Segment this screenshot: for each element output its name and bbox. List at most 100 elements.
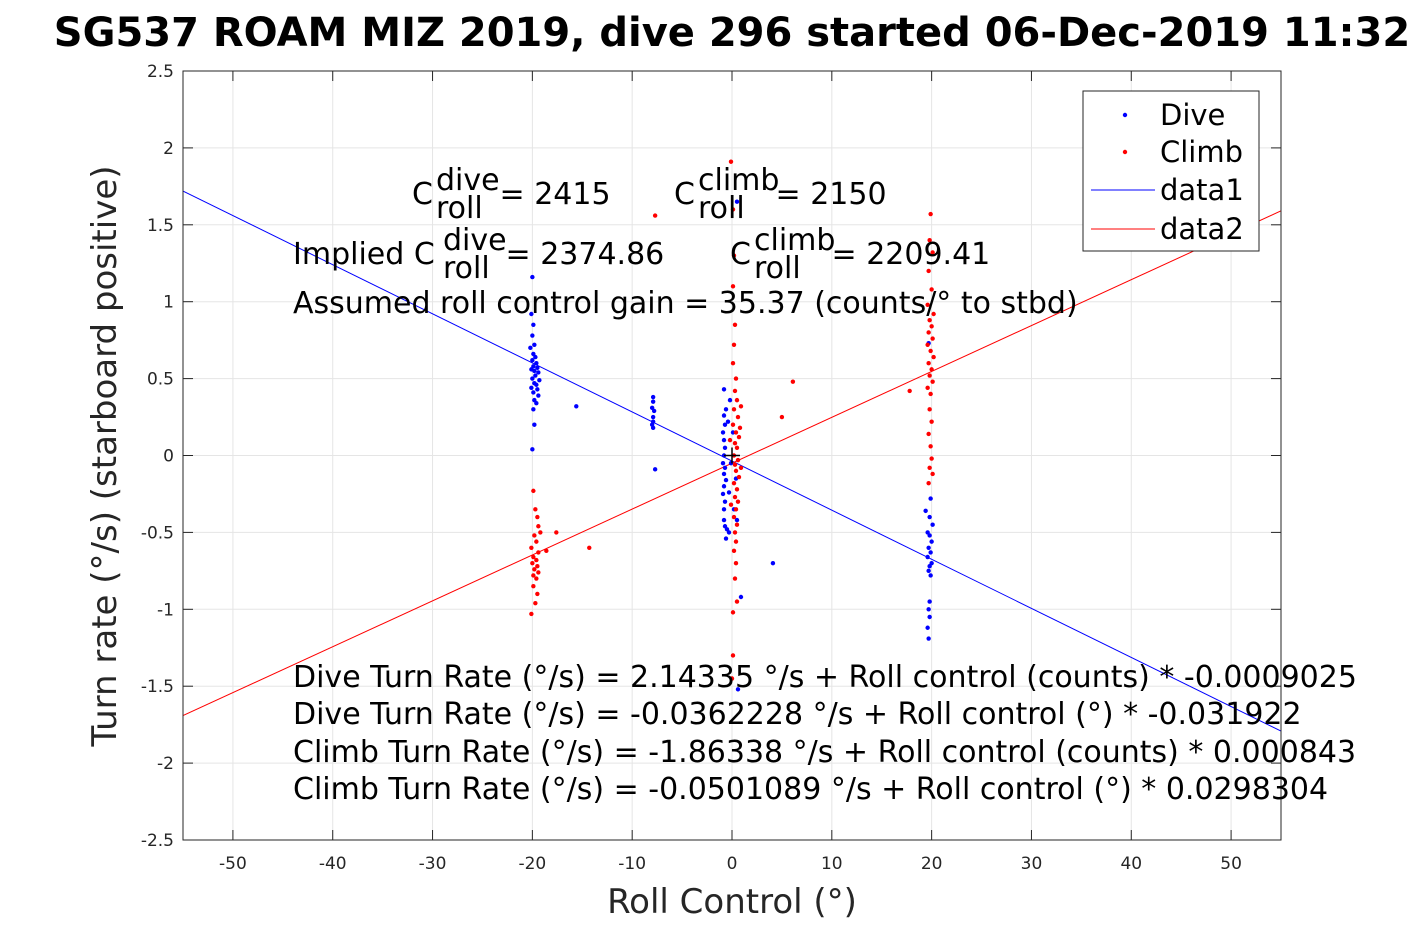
point-dive	[925, 554, 930, 560]
x-tick-label: -40	[319, 854, 347, 874]
point-climb	[929, 324, 934, 329]
point-climb	[737, 425, 743, 431]
point-climb	[529, 545, 534, 550]
point-dive	[532, 342, 537, 347]
point-dive	[722, 499, 728, 504]
legend-climb-label: Climb	[1160, 135, 1243, 169]
x-tick-label: 10	[821, 854, 843, 874]
point-climb	[534, 539, 539, 544]
point-climb	[928, 211, 933, 217]
implied-climb-sup: climb	[754, 223, 835, 258]
point-climb	[530, 560, 535, 566]
y-tick-label: 0	[163, 447, 174, 467]
point-climb	[730, 653, 736, 658]
point-climb	[927, 373, 932, 378]
point-dive	[528, 345, 533, 351]
point-climb	[732, 530, 738, 535]
x-tick-label: 50	[1220, 854, 1242, 874]
implied-climb-value: = 2209.41	[822, 237, 990, 272]
point-climb	[536, 550, 541, 555]
point-dive	[721, 507, 727, 512]
point-climb	[929, 367, 934, 372]
c-dive-sup: dive	[436, 163, 500, 198]
point-dive	[533, 354, 538, 360]
c-dive-sub: roll	[436, 191, 483, 226]
point-dive	[928, 573, 933, 578]
point-dive	[650, 394, 656, 400]
legend: Dive Climb data1 data2	[1082, 90, 1260, 252]
point-climb	[929, 419, 934, 424]
point-climb	[731, 253, 737, 258]
point-dive	[735, 687, 741, 692]
point-dive	[530, 274, 535, 280]
point-climb	[736, 474, 742, 480]
point-dive	[721, 437, 727, 443]
point-climb	[928, 348, 933, 354]
point-climb	[728, 159, 734, 164]
point-dive	[721, 413, 727, 418]
point-dive	[720, 430, 726, 435]
point-climb	[930, 336, 935, 341]
c-dive-symbol: C	[412, 177, 433, 212]
point-climb	[535, 564, 540, 569]
equation-climb-counts: Climb Turn Rate (°/s) = -1.86338 °/s + R…	[293, 735, 1356, 770]
point-dive	[533, 373, 538, 378]
point-climb	[925, 385, 930, 391]
point-climb	[735, 414, 741, 420]
point-climb	[928, 391, 933, 397]
point-dive	[537, 377, 542, 383]
c-climb-sup: climb	[698, 163, 779, 198]
point-climb	[732, 388, 738, 394]
point-dive	[770, 560, 776, 566]
point-climb	[731, 342, 737, 347]
point-dive	[536, 370, 541, 375]
point-dive	[721, 471, 727, 477]
point-climb	[728, 502, 734, 507]
point-dive	[530, 447, 535, 452]
point-climb	[533, 507, 538, 512]
point-dive	[926, 545, 931, 550]
point-climb	[731, 480, 737, 486]
point-climb	[927, 465, 932, 471]
point-dive	[726, 490, 732, 495]
x-tick-label: -10	[618, 854, 646, 874]
implied-dive-sub: roll	[443, 251, 490, 286]
point-dive	[722, 445, 728, 451]
point-climb	[926, 361, 931, 366]
legend-dive-marker	[1122, 112, 1128, 118]
point-climb	[536, 570, 541, 575]
y-tick-label: 2.5	[147, 62, 174, 82]
point-climb	[531, 488, 536, 494]
point-climb	[734, 397, 740, 403]
point-dive	[721, 517, 727, 523]
point-dive	[574, 404, 579, 409]
point-dive	[928, 496, 933, 501]
point-climb	[732, 322, 738, 327]
chart-title: SG537 ROAM MIZ 2019, dive 296 started 06…	[54, 10, 1410, 56]
axis-ticks: -50 -40 -30 -20 -10 0 10 20 30 40 50-2.5-2-1.5-1-0…	[141, 62, 1281, 874]
point-climb	[733, 560, 739, 566]
equation-dive-degrees: Dive Turn Rate (°/s) = -0.0362228 °/s + …	[293, 697, 1302, 732]
point-dive	[720, 491, 726, 497]
point-dive	[738, 594, 744, 600]
y-tick-label: -0.5	[141, 523, 174, 543]
c-dive-value: = 2415	[490, 177, 611, 212]
point-dive	[650, 425, 656, 431]
point-climb	[931, 311, 936, 317]
point-climb	[732, 494, 738, 500]
legend-dive-label: Dive	[1160, 98, 1225, 132]
point-climb	[735, 499, 741, 504]
c-climb-symbol: C	[674, 177, 695, 212]
point-climb	[730, 610, 736, 615]
point-dive	[651, 408, 657, 414]
point-dive	[929, 539, 934, 544]
point-dive	[535, 387, 540, 392]
point-climb	[652, 213, 658, 218]
c-climb-sub: roll	[698, 191, 745, 226]
point-dive	[927, 533, 932, 538]
point-climb	[730, 207, 736, 212]
point-climb	[730, 284, 736, 289]
point-climb	[927, 317, 932, 323]
point-dive	[723, 407, 729, 412]
